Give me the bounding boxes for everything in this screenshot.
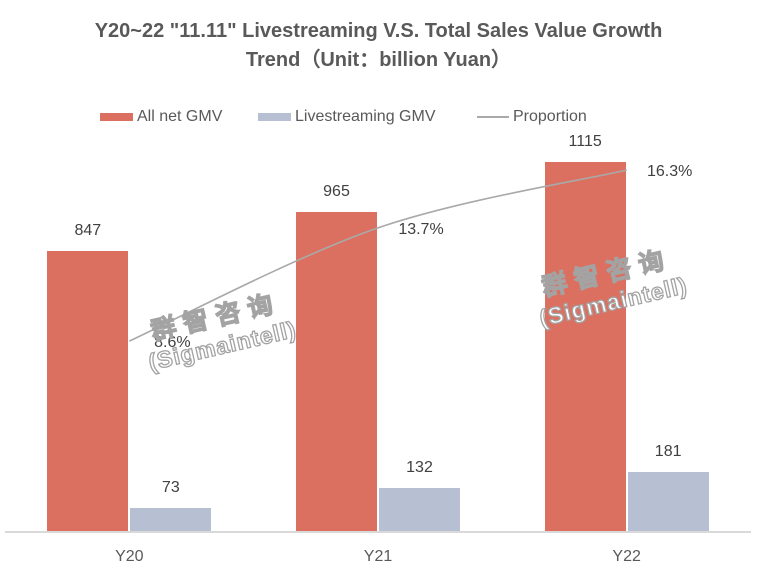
- value-label-livestreaming-gmv-y21: 132: [406, 459, 433, 476]
- proportion-label-y22: 16.3%: [646, 163, 693, 181]
- chart-title: Y20~22 "11.11" Livestreaming V.S. Total …: [0, 17, 757, 75]
- bar-livestreaming-gmv-y20: [130, 508, 212, 532]
- bar-all-net-gmv-y21: [296, 212, 377, 532]
- legend-item-proportion: Proportion: [477, 106, 587, 128]
- proportion-label-y20: 8.6%: [154, 334, 191, 352]
- value-label-livestreaming-gmv-y22: 181: [654, 443, 682, 460]
- legend-label-proportion: Proportion: [513, 108, 587, 125]
- legend-swatch-all-net-gmv: [100, 113, 133, 121]
- proportion-label-y21: 13.7%: [398, 220, 444, 238]
- legend-swatch-livestreaming-gmv: [258, 113, 291, 121]
- category-label-y21: Y21: [363, 548, 393, 565]
- bar-livestreaming-gmv-y21: [379, 488, 460, 532]
- value-label-livestreaming-gmv-y20: 73: [161, 479, 180, 496]
- legend-swatch-proportion: [477, 116, 509, 118]
- category-label-y22: Y22: [612, 548, 641, 565]
- legend-label-all-net-gmv: All net GMV: [137, 108, 223, 125]
- legend-item-all-net-gmv: All net GMV: [100, 106, 222, 128]
- value-label-all-net-gmv-y20: 847: [74, 222, 102, 239]
- legend-label-livestreaming-gmv: Livestreaming GMV: [295, 108, 436, 125]
- category-label-y20: Y20: [115, 548, 144, 565]
- value-label-all-net-gmv-y21: 965: [323, 183, 350, 200]
- bar-all-net-gmv-y20: [47, 251, 129, 532]
- x-axis-line: [5, 531, 751, 533]
- bar-livestreaming-gmv-y22: [627, 472, 709, 532]
- chart-title-line2: Trend（Unit：billion Yuan）: [245, 49, 512, 71]
- chart-title-line1: Y20~22 "11.11" Livestreaming V.S. Total …: [94, 20, 663, 42]
- legend-item-livestreaming-gmv: Livestreaming GMV: [258, 106, 436, 128]
- bar-all-net-gmv-y22: [544, 162, 626, 532]
- value-label-all-net-gmv-y22: 1115: [568, 133, 602, 150]
